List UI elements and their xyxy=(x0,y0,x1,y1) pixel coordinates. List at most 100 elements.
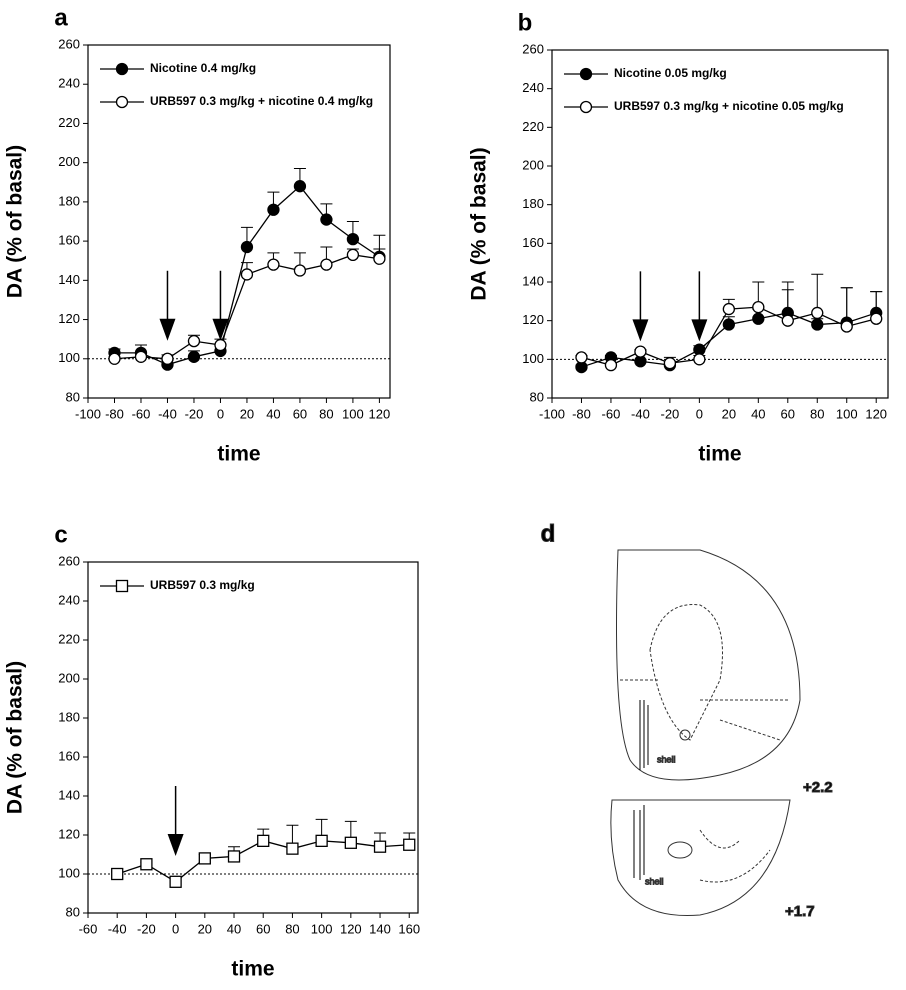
marker xyxy=(286,842,299,855)
legend-label: URB597 0.3 mg/kg + nicotine 0.4 mg/kg xyxy=(150,94,373,108)
marker xyxy=(373,252,386,265)
marker xyxy=(604,358,618,372)
y-tick-label: 200 xyxy=(58,154,80,169)
marker xyxy=(811,306,824,320)
marker xyxy=(267,258,280,271)
marker xyxy=(781,314,794,327)
x-tick-label: -20 xyxy=(660,406,679,421)
marker xyxy=(315,834,328,847)
marker xyxy=(346,248,360,261)
arrow xyxy=(167,786,184,856)
marker xyxy=(840,320,853,333)
region-outline xyxy=(620,679,790,741)
arrow-head xyxy=(212,318,229,341)
x-tick-label: 60 xyxy=(293,406,307,421)
series-line xyxy=(581,306,877,366)
y-tick-label: 100 xyxy=(58,350,80,365)
x-tick-label: 80 xyxy=(810,406,824,421)
arrow-head xyxy=(632,319,649,342)
y-tick-label: 200 xyxy=(58,670,80,685)
x-tick-label: 100 xyxy=(311,921,333,936)
x-tick-label: -60 xyxy=(79,921,98,936)
y-tick-label: 240 xyxy=(58,592,80,607)
y-tick-label: 120 xyxy=(58,826,80,841)
marker xyxy=(320,258,333,271)
section-outline xyxy=(610,799,791,917)
marker xyxy=(373,840,387,853)
marker xyxy=(722,318,735,331)
marker xyxy=(240,240,254,254)
arrow xyxy=(632,271,649,342)
y-axis-label: DA (% of basal) xyxy=(468,147,491,300)
y-tick-label: 140 xyxy=(58,787,80,802)
legend-label: URB597 0.3 mg/kg xyxy=(150,578,255,592)
legend-marker xyxy=(115,579,129,593)
legend-marker xyxy=(579,100,593,114)
error-bar xyxy=(811,273,824,313)
x-tick-label: 60 xyxy=(781,406,795,421)
x-tick-label: 120 xyxy=(865,406,887,421)
y-tick-label: 260 xyxy=(58,553,80,568)
probe-track xyxy=(633,805,645,880)
x-tick-label: 20 xyxy=(722,406,736,421)
section-outline xyxy=(616,549,801,781)
marker xyxy=(187,334,201,348)
y-axis-label: DA (% of basal) xyxy=(4,145,27,298)
marker xyxy=(634,345,647,358)
y-tick-label: 200 xyxy=(522,157,544,172)
x-tick-label: 100 xyxy=(836,406,858,421)
region-outline xyxy=(667,841,693,859)
y-tick-label: 180 xyxy=(58,193,80,208)
y-tick-label: 220 xyxy=(522,119,544,134)
x-tick-label: 120 xyxy=(340,921,362,936)
x-tick-label: -20 xyxy=(185,406,204,421)
legend-marker xyxy=(115,62,129,76)
legend-label: Nicotine 0.05 mg/kg xyxy=(614,66,727,80)
marker xyxy=(811,318,824,331)
y-tick-label: 100 xyxy=(58,865,80,880)
marker xyxy=(693,353,706,366)
region-outline xyxy=(699,829,771,883)
marker xyxy=(320,213,333,226)
y-tick-label: 160 xyxy=(522,235,544,250)
arrow-head xyxy=(159,318,176,341)
marker xyxy=(227,850,241,863)
y-tick-label: 120 xyxy=(522,312,544,327)
probe-track xyxy=(639,700,649,770)
marker xyxy=(663,357,677,370)
marker xyxy=(870,312,883,325)
marker xyxy=(240,268,254,281)
y-tick-label: 160 xyxy=(58,233,80,248)
marker xyxy=(161,352,174,365)
legend-marker xyxy=(115,95,129,109)
y-tick-label: 240 xyxy=(58,76,80,91)
plot-frame xyxy=(87,561,419,914)
marker xyxy=(346,232,360,246)
x-tick-label: 0 xyxy=(217,406,224,421)
y-tick-label: 220 xyxy=(58,631,80,646)
panel-label: c xyxy=(54,521,67,548)
x-tick-label: 120 xyxy=(369,406,391,421)
region-outline xyxy=(649,604,723,741)
arrow xyxy=(212,270,229,341)
y-tick-label: 180 xyxy=(522,196,544,211)
marker xyxy=(214,338,227,352)
y-tick-label: 80 xyxy=(66,904,80,919)
marker xyxy=(198,852,211,865)
marker xyxy=(293,264,307,277)
error-bar xyxy=(840,287,853,327)
marker xyxy=(108,352,121,365)
y-tick-label: 140 xyxy=(522,273,544,288)
region-label: shell xyxy=(645,876,664,886)
panel-label: d xyxy=(541,520,556,547)
x-tick-label: 40 xyxy=(751,406,765,421)
legend-label: Nicotine 0.4 mg/kg xyxy=(150,61,256,75)
y-tick-label: 160 xyxy=(58,748,80,763)
region-label: shell xyxy=(657,754,676,764)
marker xyxy=(344,836,357,849)
marker xyxy=(134,350,148,363)
x-tick-label: 0 xyxy=(172,921,179,936)
y-tick-label: 100 xyxy=(522,351,544,366)
panel-label: a xyxy=(54,4,68,31)
y-tick-label: 180 xyxy=(58,709,80,724)
